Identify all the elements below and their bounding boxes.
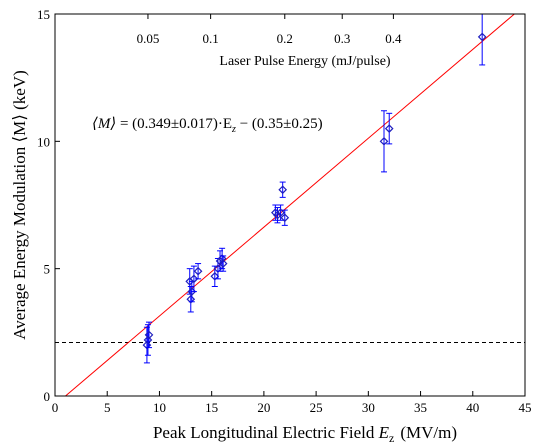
x-axis-label: Peak Longitudinal Electric Field Ez (MV/m… — [153, 423, 457, 445]
y-tick-label: 5 — [44, 262, 51, 277]
x-axis-label-var: E — [378, 423, 390, 442]
top-tick-label: 0.4 — [385, 31, 402, 46]
x-axis-label-main: Peak Longitudinal Electric Field — [153, 423, 379, 442]
x-tick-label: 15 — [205, 400, 218, 415]
data-point — [186, 285, 196, 313]
x-tick-label: 0 — [52, 400, 59, 415]
data-point — [189, 265, 199, 293]
top-tick-label: 0.2 — [277, 31, 293, 46]
plot-inner — [55, 14, 525, 396]
equation-label: ⟨M⟩ = (0.349±0.017)·Ez − (0.35±0.25) — [92, 116, 323, 135]
data-point — [143, 324, 153, 356]
equation-tail: − (0.35±0.25) — [236, 116, 323, 132]
equation-rhs: = (0.349±0.017)·E — [116, 116, 232, 132]
point-marker — [278, 185, 288, 195]
top-tick-label: 0.1 — [202, 31, 218, 46]
data-point — [218, 255, 228, 272]
y-tick-label: 10 — [37, 134, 50, 149]
data-point — [193, 263, 203, 280]
plot-area — [55, 14, 525, 396]
top-tick-label: 0.3 — [334, 31, 350, 46]
point-marker — [193, 266, 203, 276]
x-tick-label: 25 — [310, 400, 323, 415]
point-marker — [217, 254, 227, 263]
point-marker — [186, 294, 196, 304]
point-marker — [276, 208, 285, 217]
y-tick-label: 15 — [37, 7, 50, 22]
x-axis-label-sub: z — [389, 431, 394, 445]
point-marker — [218, 259, 228, 268]
point-marker — [143, 335, 153, 345]
x-axis-label-unit: (MV/m) — [400, 423, 457, 442]
data-point — [144, 321, 154, 349]
data-point — [273, 207, 282, 224]
x-tick-label: 10 — [153, 400, 166, 415]
data-point — [278, 181, 288, 198]
point-marker — [384, 124, 394, 133]
y-tick-label: 0 — [44, 389, 51, 404]
point-marker — [379, 136, 389, 146]
top-axis-label: Laser Pulse Energy (mJ/pulse) — [219, 54, 391, 69]
fit-line — [64, 14, 516, 396]
equation-subscript: z — [231, 124, 236, 135]
y-axis-label: Average Energy Modulation ⟨M⟩ (keV) — [10, 70, 29, 339]
point-marker — [144, 330, 154, 340]
point-marker — [477, 32, 487, 42]
data-point — [379, 110, 389, 173]
x-tick-label: 35 — [414, 400, 427, 415]
point-marker — [210, 271, 220, 281]
x-tick-label: 40 — [466, 400, 479, 415]
x-tick-label: 30 — [362, 400, 375, 415]
x-tick-label: 45 — [519, 400, 532, 415]
top-tick-label: 0.05 — [137, 31, 160, 46]
x-tick-label: 20 — [257, 400, 270, 415]
axes: 0 5 10 15 20 25 30 35 40 45 0 5 10 15 0.05 0.1 0.2 0.3 0.4 — [37, 7, 532, 415]
equation-lhs: ⟨M⟩ — [92, 116, 116, 132]
x-tick-label: 5 — [104, 400, 111, 415]
point-marker — [280, 213, 290, 223]
data-point — [477, 14, 487, 66]
point-marker — [273, 210, 282, 220]
data-point — [384, 112, 394, 145]
data-point — [280, 209, 290, 226]
point-marker — [189, 274, 199, 284]
axes-box — [54, 13, 526, 397]
